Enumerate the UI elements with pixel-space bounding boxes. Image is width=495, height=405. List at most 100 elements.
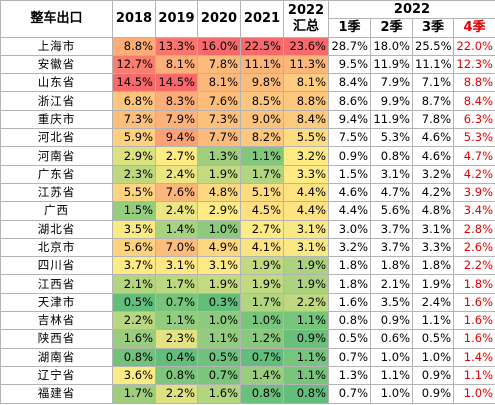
share-cell: 3.3% xyxy=(412,237,454,258)
share-cell: 2.4% xyxy=(412,292,454,313)
share-cell: 7.3% xyxy=(197,109,241,130)
share-cell: 8.2% xyxy=(240,128,284,148)
share-cell: 1.8% xyxy=(412,256,454,276)
share-cell: 1.4% xyxy=(453,347,495,367)
share-cell: 1.6% xyxy=(453,311,495,331)
data-row: 广东省 2.3% 2.4% 1.9% 1.7% 3.3% 1.5% 3.1% 3.2% 4.2% xyxy=(0,164,495,184)
share-cell: 2.2% xyxy=(112,311,156,331)
share-cell: 8.4% xyxy=(283,109,329,130)
share-cell: 9.4% xyxy=(328,109,371,130)
share-cell: 1.9% xyxy=(283,274,329,294)
data-row: 吉林省 2.2% 1.1% 1.0% 1.0% 1.1% 0.8% 0.9% 1.1% 1.6% xyxy=(0,311,495,331)
share-cell: 7.7% xyxy=(197,128,241,148)
share-cell: 3.4% xyxy=(453,201,495,221)
share-cell: 1.8% xyxy=(328,256,371,276)
region-name: 天津市 xyxy=(0,292,113,313)
share-cell: 1.5% xyxy=(112,201,156,221)
share-cell: 2.1% xyxy=(112,274,156,294)
share-cell: 0.9% xyxy=(283,329,329,349)
share-cell: 3.7% xyxy=(112,256,156,276)
share-cell: 1.1% xyxy=(283,365,329,386)
share-cell: 18.0% xyxy=(370,36,413,56)
region-name: 浙江省 xyxy=(0,91,113,111)
share-cell: 4.6% xyxy=(412,128,454,148)
header-year: 2020 xyxy=(197,0,241,38)
share-cell: 7.1% xyxy=(412,73,454,93)
share-cell: 4.7% xyxy=(370,182,413,203)
share-cell: 23.6% xyxy=(283,36,329,56)
data-row: 浙江省 6.8% 8.3% 7.6% 8.5% 8.8% 8.6% 9.9% 8.7% 8.4% xyxy=(0,91,495,111)
share-cell: 8.4% xyxy=(328,73,371,93)
share-cell: 2.1% xyxy=(370,274,413,294)
data-row: 四川省 3.7% 3.1% 3.1% 1.9% 1.9% 1.8% 1.8% 1.8% 2.2% xyxy=(0,256,495,276)
share-cell: 1.0% xyxy=(370,347,413,367)
share-cell: 0.8% xyxy=(328,311,371,331)
share-cell: 2.3% xyxy=(112,164,156,184)
region-name: 安徽省 xyxy=(0,54,113,75)
share-cell: 5.9% xyxy=(112,128,156,148)
share-cell: 22.5% xyxy=(240,36,284,56)
share-cell: 2.2% xyxy=(453,256,495,276)
share-cell: 9.5% xyxy=(328,54,371,75)
region-name: 河北省 xyxy=(0,128,113,148)
share-cell: 1.1% xyxy=(283,311,329,331)
share-cell: 1.0% xyxy=(197,311,241,331)
share-cell: 1.9% xyxy=(197,164,241,184)
share-cell: 1.3% xyxy=(328,365,371,386)
share-cell: 1.9% xyxy=(283,256,329,276)
share-cell: 1.1% xyxy=(453,365,495,386)
region-name: 广东省 xyxy=(0,164,113,184)
share-cell: 8.1% xyxy=(197,73,241,93)
data-row: 江苏省 5.5% 7.6% 4.8% 5.1% 4.4% 4.6% 4.7% 4.2% 3.9% xyxy=(0,182,495,203)
share-cell: 7.9% xyxy=(370,73,413,93)
share-cell: 6.8% xyxy=(112,91,156,111)
share-cell: 1.1% xyxy=(155,311,198,331)
share-cell: 1.6% xyxy=(197,384,241,404)
share-cell: 1.5% xyxy=(328,164,371,184)
share-cell: 4.4% xyxy=(328,201,371,221)
region-name: 山东省 xyxy=(0,73,113,93)
share-cell: 5.3% xyxy=(370,128,413,148)
header-year: 2019 xyxy=(155,0,198,38)
share-cell: 0.3% xyxy=(197,292,241,313)
share-cell: 1.6% xyxy=(328,292,371,313)
data-row: 湖南省 0.8% 0.4% 0.5% 0.7% 1.1% 0.7% 1.0% 1.0% 1.4% xyxy=(0,347,495,367)
share-cell: 0.5% xyxy=(197,347,241,367)
share-cell: 0.5% xyxy=(112,292,156,313)
share-cell: 1.0% xyxy=(453,384,495,404)
share-cell: 4.5% xyxy=(240,201,284,221)
share-cell: 2.4% xyxy=(155,164,198,184)
share-cell: 1.4% xyxy=(240,365,284,386)
share-cell: 11.3% xyxy=(283,54,329,75)
header-year: 2018 xyxy=(112,0,156,38)
share-cell: 0.4% xyxy=(155,347,198,367)
share-cell: 7.8% xyxy=(197,54,241,75)
share-cell: 1.1% xyxy=(370,365,413,386)
region-name: 福建省 xyxy=(0,384,113,404)
share-cell: 4.6% xyxy=(412,146,454,166)
share-cell: 8.6% xyxy=(328,91,371,111)
share-cell: 3.5% xyxy=(112,219,156,239)
share-cell: 12.3% xyxy=(453,54,495,75)
share-cell: 0.8% xyxy=(370,146,413,166)
share-cell: 8.5% xyxy=(240,91,284,111)
share-cell: 2.8% xyxy=(453,219,495,239)
data-row: 河北省 5.9% 9.4% 7.7% 8.2% 5.5% 7.5% 5.3% 4.6% 5.3% xyxy=(0,128,495,148)
share-cell: 2.4% xyxy=(155,201,198,221)
share-cell: 3.2% xyxy=(412,164,454,184)
share-cell: 4.1% xyxy=(240,237,284,258)
share-cell: 7.6% xyxy=(155,182,198,203)
header-year: 2021 xyxy=(240,0,284,38)
share-cell: 1.8% xyxy=(370,256,413,276)
share-cell: 1.0% xyxy=(240,311,284,331)
region-name: 江西省 xyxy=(0,274,113,294)
data-row: 江西省 2.1% 1.7% 1.9% 1.9% 1.9% 1.8% 2.1% 1.9% 1.8% xyxy=(0,274,495,294)
share-cell: 1.9% xyxy=(240,256,284,276)
share-cell: 4.8% xyxy=(197,182,241,203)
share-cell: 1.1% xyxy=(283,347,329,367)
share-cell: 3.1% xyxy=(283,237,329,258)
share-cell: 3.2% xyxy=(328,237,371,258)
share-cell: 3.1% xyxy=(197,256,241,276)
share-cell: 0.8% xyxy=(155,365,198,386)
